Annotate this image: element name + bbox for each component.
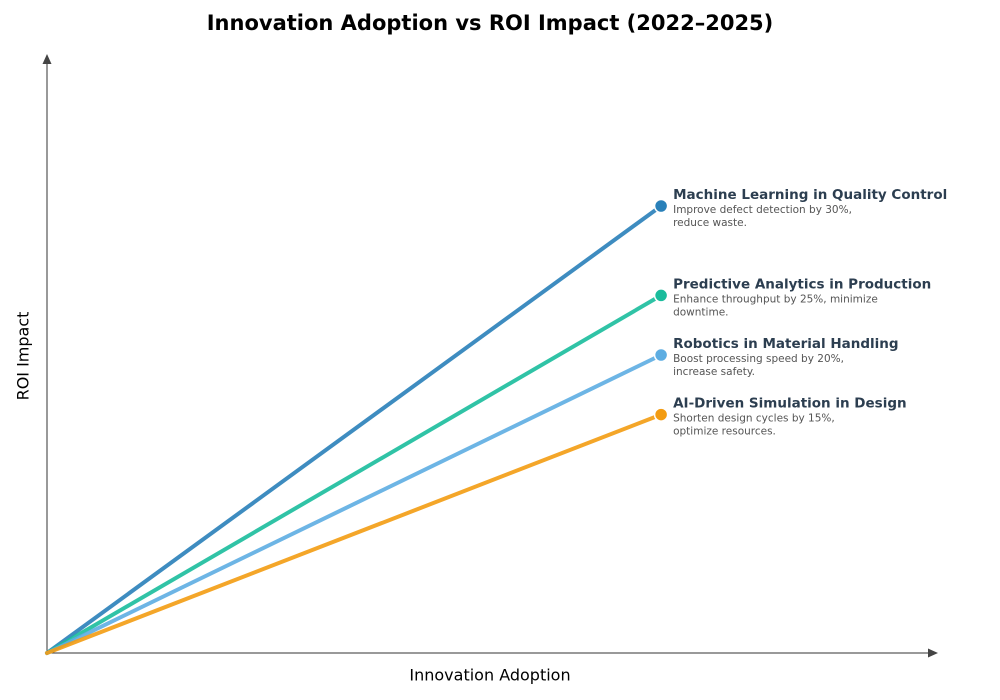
series-label: Robotics in Material Handling	[673, 336, 898, 352]
series-label: AI-Driven Simulation in Design	[673, 396, 907, 412]
y-axis-arrow	[42, 54, 52, 64]
series-description: Shorten design cycles by 15%,	[673, 413, 835, 425]
series-line	[45, 412, 664, 655]
y-axis-label: ROI Impact	[14, 312, 33, 401]
series-line	[45, 293, 664, 655]
series-description: increase safety.	[673, 366, 755, 378]
x-axis-label: Innovation Adoption	[409, 666, 570, 685]
series-description: downtime.	[673, 306, 728, 318]
end-point	[653, 407, 669, 422]
series-description: Improve defect detection by 30%,	[673, 204, 852, 216]
series-label: Machine Learning in Quality Control	[673, 187, 947, 203]
end-point	[653, 288, 669, 303]
series-description: Boost processing speed by 20%,	[673, 353, 844, 365]
end-point	[653, 347, 669, 363]
series-description: reduce waste.	[673, 217, 747, 229]
series-line	[45, 353, 664, 655]
end-point	[653, 198, 669, 214]
series-description: optimize resources.	[673, 426, 776, 438]
series-description: Enhance throughput by 25%, minimize	[673, 293, 878, 305]
x-axis-arrow	[928, 648, 938, 658]
chart-title: Innovation Adoption vs ROI Impact (2022–…	[207, 11, 774, 35]
series-line	[45, 204, 664, 655]
series-label: Predictive Analytics in Production	[673, 276, 931, 292]
